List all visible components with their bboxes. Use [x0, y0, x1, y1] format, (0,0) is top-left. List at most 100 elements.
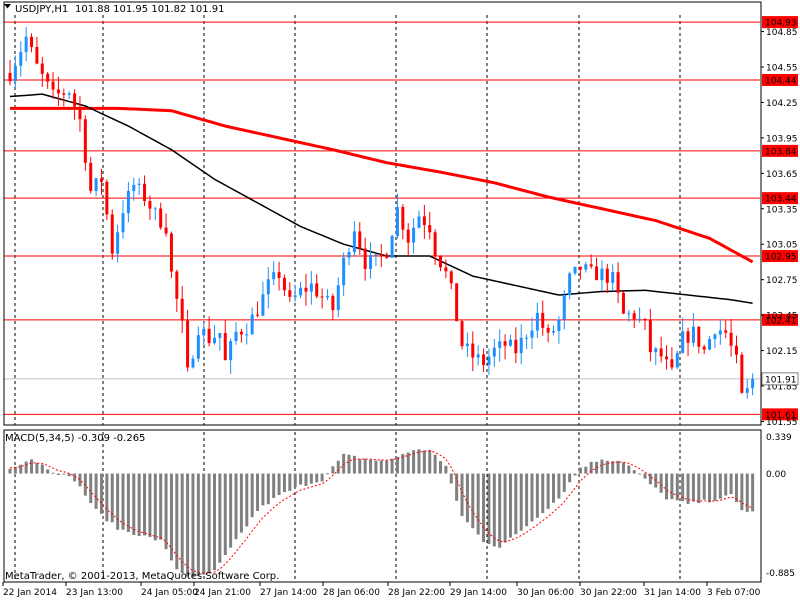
candle-body-76: [417, 216, 421, 228]
macd-bar-125: [681, 473, 685, 502]
level-tag-1: [762, 73, 798, 86]
macd-bar-69: [379, 460, 383, 474]
macd-bar-54: [299, 473, 303, 485]
candle-body-80: [439, 256, 443, 268]
time-label-5: 28 Jan 06:00: [323, 588, 380, 598]
candle-body-39: [218, 333, 222, 338]
candle-body-121: [659, 348, 663, 357]
time-label-7: 29 Jan 14:00: [450, 588, 507, 598]
level-value-3: 103.44: [765, 195, 797, 205]
candle-body-45: [250, 314, 254, 335]
time-label-1: 23 Jan 13:00: [66, 588, 123, 598]
candle-body-51: [282, 277, 286, 291]
candle-body-44: [245, 334, 249, 336]
candle-body-1: [13, 65, 17, 82]
candle-body-24: [137, 183, 141, 185]
candle-body-113: [616, 272, 620, 293]
candle-body-56: [309, 283, 313, 292]
candle-body-61: [336, 285, 340, 311]
dropdown-triangle-icon[interactable]: [4, 4, 11, 9]
macd-bar-67: [369, 459, 373, 474]
level-value-6: 101.61: [765, 411, 797, 421]
candle-body-124: [675, 352, 679, 368]
ma-slow-line: [10, 106, 754, 264]
price-tick-label-11: 101.55: [766, 418, 798, 428]
macd-bar-24: [137, 473, 141, 537]
candle-body-88: [482, 354, 486, 365]
macd-bar-36: [202, 473, 206, 575]
frame: [3, 1, 762, 583]
macd-bar-108: [589, 461, 593, 474]
candle-body-82: [449, 271, 453, 284]
candle-body-77: [422, 216, 426, 226]
macd-bar-51: [282, 473, 286, 492]
macd-bar-34: [191, 473, 195, 578]
macd-bar-106: [578, 467, 582, 474]
candle-body-127: [691, 326, 695, 343]
macd-bar-38: [212, 473, 216, 571]
candle-body-114: [621, 292, 625, 314]
macd-bar-52: [288, 473, 292, 491]
macd-bar-42: [234, 473, 238, 540]
macd-bar-18: [105, 473, 109, 522]
price-tick-label-7: 102.75: [766, 276, 798, 286]
candle-body-25: [143, 183, 147, 202]
macd-bar-112: [611, 461, 615, 474]
macd-bar-111: [605, 460, 609, 474]
candle-body-4: [30, 36, 34, 47]
candle-body-131: [713, 334, 717, 340]
candle-body-6: [40, 63, 44, 74]
macd-bar-96: [525, 473, 529, 527]
macd-bar-135: [734, 473, 738, 503]
macd-bar-56: [309, 473, 313, 484]
candle-body-97: [530, 330, 534, 338]
level-tag-6: [762, 408, 798, 421]
candle-body-126: [686, 331, 690, 343]
macd-bar-28: [159, 473, 163, 540]
candle-body-85: [465, 343, 469, 347]
time-label-9: 30 Jan 22:00: [580, 588, 637, 598]
candle-body-101: [552, 330, 556, 333]
macd-bar-129: [702, 473, 706, 500]
candle-body-13: [78, 106, 82, 120]
macd-bar-81: [444, 465, 448, 474]
candle-body-41: [229, 340, 233, 361]
candle-body-107: [584, 264, 588, 270]
macd-bar-136: [740, 473, 744, 511]
macd-bar-130: [708, 473, 712, 503]
macd-bar-105: [573, 473, 577, 476]
candle-body-84: [460, 321, 464, 347]
price-tick-label-0: 104.85: [766, 28, 798, 38]
candle-body-73: [401, 207, 405, 230]
candle-body-104: [568, 273, 572, 296]
macd-bar-73: [401, 453, 405, 474]
macd-bar-40: [223, 473, 227, 556]
macd-bar-122: [665, 473, 669, 500]
candle-body-38: [212, 337, 216, 344]
candle-body-67: [369, 255, 373, 269]
macd-bar-131: [713, 473, 717, 501]
candle-body-2: [19, 52, 23, 66]
main-panel-frame: [3, 1, 762, 426]
candle-body-134: [729, 332, 733, 346]
candle-body-94: [514, 339, 518, 354]
macd-bar-95: [519, 473, 523, 531]
candle-body-130: [708, 339, 712, 350]
candle-body-98: [535, 312, 539, 331]
candle-body-123: [670, 359, 674, 368]
macd-tick-label-0: 0.339: [766, 433, 792, 443]
macd-bar-61: [336, 460, 340, 474]
candle-body-29: [164, 227, 168, 234]
macd-bar-19: [110, 473, 114, 523]
macd-bar-44: [245, 473, 249, 527]
macd-bar-88: [482, 473, 486, 543]
macd-bar-41: [229, 473, 233, 548]
macd-bar-84: [460, 473, 464, 517]
candle-body-116: [632, 313, 636, 320]
candle-body-74: [406, 229, 410, 243]
candle-body-40: [223, 333, 227, 361]
candle-body-35: [196, 335, 200, 359]
candle-body-12: [73, 93, 77, 107]
